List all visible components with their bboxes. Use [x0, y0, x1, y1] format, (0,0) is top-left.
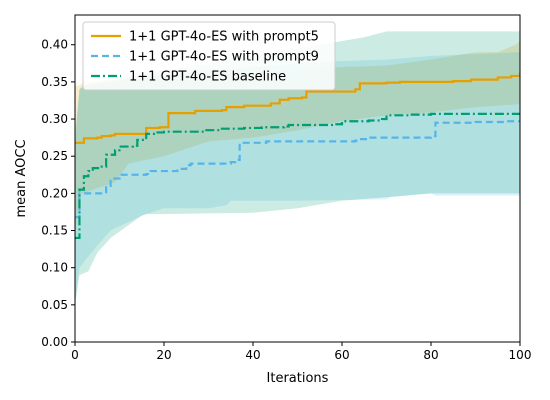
y-tick-label: 0.05 — [41, 298, 68, 312]
y-tick-label: 0.00 — [41, 335, 68, 349]
x-tick-label: 60 — [334, 348, 349, 362]
legend-label-1: 1+1 GPT-4o-ES with prompt5 — [129, 30, 319, 45]
y-tick-label: 0.40 — [41, 38, 68, 52]
series-1-line — [75, 72, 520, 144]
y-tick-label: 0.15 — [41, 224, 68, 238]
legend-frame — [82, 21, 336, 91]
y-tick-label: 0.20 — [41, 186, 68, 200]
x-tick-label: 80 — [423, 348, 438, 362]
x-tick-label: 20 — [156, 348, 171, 362]
x-tick-label: 100 — [509, 348, 532, 362]
plot-frame — [74, 14, 521, 343]
y-tick-label: 0.25 — [41, 149, 68, 163]
series-2-band — [75, 52, 520, 305]
x-tick-label: 0 — [71, 348, 79, 362]
y-tick-label: 0.35 — [41, 75, 68, 89]
x-tick-label: 40 — [245, 348, 260, 362]
series-2-line — [75, 120, 520, 219]
legend: 1+1 GPT-4o-ES with prompt5 1+1 GPT-4o-ES … — [82, 21, 336, 91]
series-3-band — [75, 31, 520, 305]
series-lines — [75, 72, 520, 240]
x-axis: 0 20 40 60 80 100 — [71, 342, 531, 362]
y-tick-label: 0.30 — [41, 112, 68, 126]
legend-label-3: 1+1 GPT-4o-ES baseline — [129, 70, 286, 85]
y-tick-label: 0.10 — [41, 261, 68, 275]
y-axis-label: mean AOCC — [14, 139, 29, 217]
y-axis: 0.00 0.05 0.10 0.15 0.20 0.25 0.30 0.35 0.40 — [41, 38, 75, 349]
legend-label-2: 1+1 GPT-4o-ES with prompt9 — [129, 50, 319, 65]
series-3-line — [75, 112, 520, 240]
x-axis-label: Iterations — [267, 371, 329, 386]
